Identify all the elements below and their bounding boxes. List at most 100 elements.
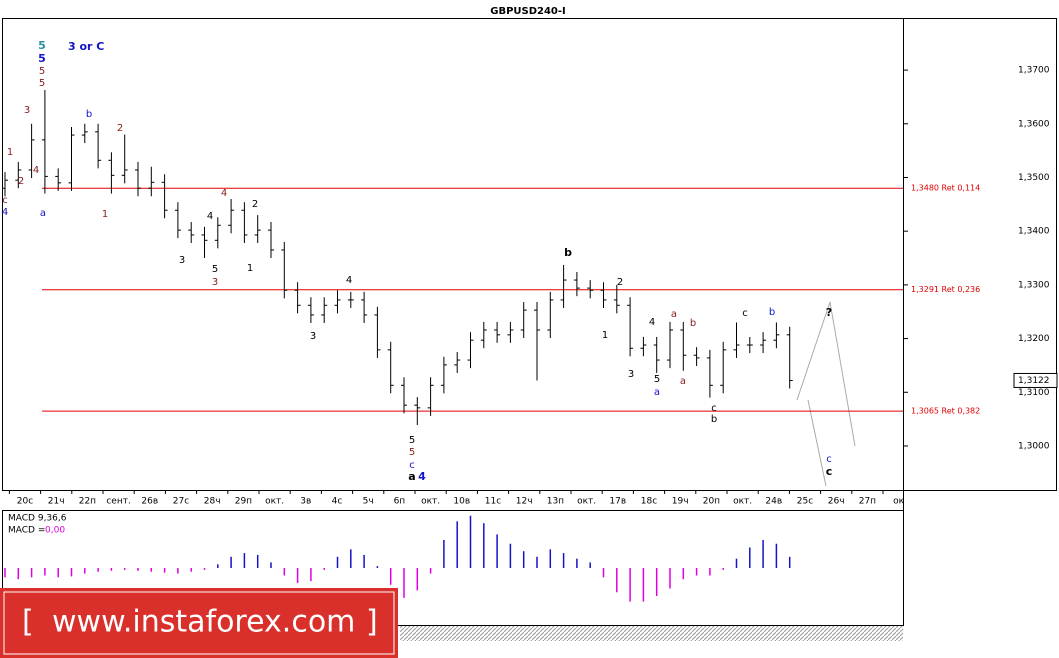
x-tick-label: 18с [641,497,657,507]
wave-label: c [409,460,415,471]
wave-label: 5 [212,264,218,275]
wave-label: 1 [247,263,253,274]
level-label: 1,3480 Ret 0,114 [911,184,980,193]
x-tick-label: окт. [421,497,440,507]
wave-label: 4 [33,165,39,176]
x-tick-label: 24в [765,497,782,507]
last-price-box [1013,372,1058,388]
x-tick-label: 26ч [828,497,845,507]
wave-label: a [671,309,677,320]
wave-label: a [680,376,686,387]
wave-label: a [40,208,46,219]
wave-label: 4 [207,211,213,222]
y-tick-label: 1,3300 [1018,280,1050,290]
x-tick-label: окт. [265,497,284,507]
y-tick-label: 1,3600 [1018,119,1050,129]
watermark-box [0,588,398,658]
wave-label: a [654,387,660,398]
y-tick-label: 1,3000 [1018,441,1050,451]
watermark-bracket: [ [22,605,34,640]
x-tick-label: 12ч [516,497,533,507]
x-tick-label: 6п [394,497,406,507]
wave-label: 3 [310,331,316,342]
y-tick-label: 1,3500 [1018,173,1050,183]
wave-label: ? [826,306,832,319]
wave-label: 2 [18,176,24,187]
wave-label: 3 [179,255,185,266]
wave-label: b [711,414,717,425]
wave-label: 4 [221,188,227,199]
macd-panel-frame [2,510,904,626]
level-label: 1,3065 Ret 0,382 [911,407,980,416]
x-tick-label: окт. [733,497,752,507]
forecast-line [796,301,856,447]
wave-label: 4 [649,317,655,328]
wave-label: 3 [24,105,30,116]
wave-label: 5 [409,447,415,458]
x-tick-label: 20с [17,497,33,507]
wave-label: 2 [617,277,623,288]
wave-label: c [711,403,717,414]
forecast-line [807,399,827,487]
wave-label: b [564,246,572,259]
x-tick-label: окт. [577,497,596,507]
wave-label: c [742,308,748,319]
wave-label: 5 [39,78,45,89]
watermark-text: www.instaforex.com [52,605,355,640]
wave-label: 5 [38,39,46,52]
last-price-label: 1,3122 [1018,376,1050,386]
macd-label: MACD 9,36,6 [8,514,67,524]
wave-label: 3 or C [68,40,104,53]
wave-label: c [826,465,833,478]
x-tick-label: 13п [547,497,564,507]
wave-label: 4 [2,207,8,218]
wave-label: 3 [628,369,634,380]
x-tick-label: 3в [300,497,311,507]
watermark-bracket: ] [366,605,378,640]
y-tick-label: 1,3700 [1018,66,1050,76]
x-tick-label: 26в [141,497,158,507]
wave-label: 5 [409,435,415,446]
wave-label: 5 [39,66,45,77]
x-tick-label: 27п [859,497,876,507]
y-tick-label: 1,3100 [1018,388,1050,398]
level-label: 1,3291 Ret 0,236 [911,285,980,294]
watermark-border [3,591,395,655]
wave-label: 1 [602,330,608,341]
macd-value: 0,00 [45,526,65,536]
x-tick-label: 20п [703,497,720,507]
wave-label: b [690,318,696,329]
wave-label: 3 [212,277,218,288]
wave-label: 1 [102,209,108,220]
x-tick-label: 27с [173,497,189,507]
wave-label: 2 [117,123,123,134]
wave-label: c [826,454,832,465]
wave-label: 2 [252,199,258,210]
hatched-area [400,626,903,641]
chart-title: GBPUSD240-I [490,6,566,17]
x-tick-label: 17в [609,497,626,507]
x-tick-label: 25с [797,497,813,507]
wave-label: 4 [418,470,426,483]
x-tick-label: 29п [235,497,252,507]
x-tick-label: 5ч [363,497,374,507]
wave-label: 5 [654,374,660,385]
x-tick-label: 19ч [672,497,689,507]
wave-label: 4 [346,275,352,286]
x-tick-label: 22п [79,497,96,507]
wave-label: b [769,307,775,318]
x-tick-label: сент. [106,497,130,507]
wave-label: b [86,109,92,120]
x-tick-label: 28ч [204,497,221,507]
wave-label: c [2,195,8,206]
y-tick-label: 1,3200 [1018,334,1050,344]
x-tick-label: 11с [485,497,501,507]
wave-label: 5 [38,52,46,65]
y-tick-label: 1,3400 [1018,227,1050,237]
x-tick-label: ок [893,497,905,507]
x-tick-label: 21ч [48,497,65,507]
main-panel-frame [2,18,1057,491]
wave-label: 1 [7,147,13,158]
